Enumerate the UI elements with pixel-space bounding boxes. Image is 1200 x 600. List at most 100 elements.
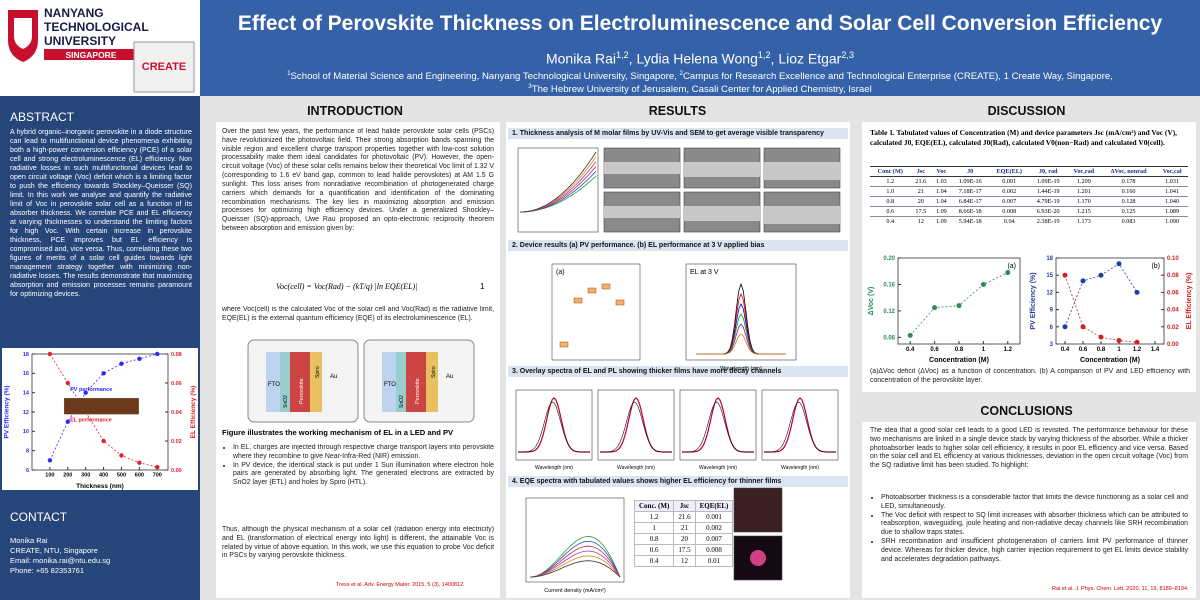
figure-curve — [529, 536, 621, 578]
y-tick-label: 0.08 — [171, 352, 182, 358]
cell: 20 — [673, 533, 696, 545]
sem-layer — [684, 162, 760, 177]
header-cell: Voc,rad — [1066, 166, 1101, 177]
panel-label: (a) — [1007, 263, 1016, 270]
author-sup: 1,2 — [757, 50, 771, 60]
x-tick-label: 200 — [63, 473, 72, 479]
x-tick-label: 1.2 — [1004, 347, 1013, 353]
section-title: 4. EQE spectra with tabulated values sho… — [508, 476, 848, 487]
layer-label: Au — [330, 374, 337, 380]
header-row: Conc. (M) Jsc EQE(EL) — [634, 500, 734, 512]
data-point — [119, 453, 124, 458]
plot-frame — [1055, 257, 1165, 345]
cell: 21.6 — [673, 511, 696, 523]
box-plot — [559, 341, 569, 348]
org-country: SINGAPORE — [65, 50, 116, 60]
cell: 0.001 — [694, 511, 734, 523]
y-tick-label: 6 — [1050, 325, 1054, 331]
logo-area: NANYANG TECHNOLOGICAL UNIVERSITY SINGAPO… — [0, 0, 200, 96]
cell: 1.090 — [1156, 216, 1188, 226]
cell: 1.201 — [1066, 186, 1101, 197]
data-point — [1080, 324, 1086, 330]
layer-label: Perovskite — [299, 378, 305, 404]
y-tick-label: 0.10 — [1167, 256, 1179, 262]
figure-box — [679, 389, 757, 461]
layer-label: Perovskite — [415, 378, 421, 404]
panel-label: EL at 3 V — [690, 269, 719, 276]
parameter-table: Conc (M) Jsc Voc J0 EQE(EL) J0, rad Voc,rad ΔVo… — [870, 166, 1188, 226]
figure-box — [761, 389, 839, 461]
data-point — [1116, 261, 1122, 267]
data-point — [65, 380, 70, 386]
sem-layer — [604, 206, 680, 218]
cell: 7.18E-17 — [951, 186, 989, 197]
header-cell: J0 — [951, 166, 989, 177]
cell: 1.040 — [1156, 196, 1188, 207]
layer — [310, 352, 322, 412]
figure-curve — [600, 401, 672, 453]
cell: 6.93E-20 — [1029, 206, 1067, 217]
author: Lydia Helena Wong — [636, 50, 758, 67]
figure-box — [685, 263, 797, 361]
cell: 1.09E-16 — [951, 176, 989, 187]
cell: 0.083 — [1100, 216, 1157, 226]
figure-box — [733, 535, 783, 581]
header-cell: Voc,cal — [1156, 166, 1188, 177]
conclusions-text: The idea that a good solar cell leads to… — [870, 427, 1188, 470]
cell: 8.66E-18 — [951, 206, 989, 217]
panel-label: (a) — [556, 269, 565, 276]
conclusions-panel: The idea that a good solar cell leads to… — [862, 422, 1196, 598]
data-point — [47, 458, 53, 463]
header-cell: Voc — [931, 166, 952, 177]
y-tick-label: 10 — [23, 429, 29, 435]
discussion-caption: (a)ΔVoc deficit (ΔVoc) as a function of … — [870, 368, 1190, 384]
x-tick-label: 600 — [135, 473, 144, 479]
conclusions-bullets: Photoabsorber thickness is a considerabl… — [870, 494, 1188, 565]
intro-p3: Thus, although the physical mechanism of… — [222, 526, 494, 560]
data-point — [907, 332, 913, 338]
cell: 0.008 — [694, 544, 734, 556]
mechanism-figure: FTO FTO SnO2 SnO2 Perovskite Perovskite … — [247, 339, 475, 423]
layer-label: Au — [446, 374, 453, 380]
cell: 12 — [673, 555, 696, 567]
y-tick-label: 9 — [1050, 308, 1054, 314]
cell: 0.125 — [1100, 206, 1157, 217]
series-line — [1064, 275, 1138, 343]
cell: 21 — [910, 186, 932, 197]
eqe-table: Conc. (M) Jsc EQE(EL) 1.2 21.6 0.001 1 21 0.002 0… — [634, 500, 734, 567]
y-tick-label: 8 — [26, 449, 29, 455]
figure-box — [525, 497, 625, 583]
y-tick-label: 0.16 — [883, 282, 895, 288]
y-tick-label: 0.00 — [171, 468, 182, 474]
box-plot — [601, 283, 611, 290]
cell: 1.209 — [1066, 176, 1101, 187]
cell: 0.007 — [694, 533, 734, 545]
plot-frame — [897, 257, 1021, 345]
equation-number: 1 — [480, 282, 485, 291]
cell: 0.002 — [988, 186, 1030, 197]
org-line: TECHNOLOGICAL — [44, 20, 149, 34]
element: In EL, charges are injected through resp… — [222, 444, 494, 488]
section-title: 1. Thickness analysis of M molar films b… — [508, 128, 848, 139]
row: 0.8 20 1.04 6.84E-17 0.007 4.79E-19 1.170 0.128… — [870, 196, 1188, 207]
reference: Rai et al. J. Phys. Chem. Lett. 2020, 11… — [1052, 586, 1189, 592]
contact-line: Monika Rai — [10, 536, 48, 545]
layer-label: FTO — [268, 382, 280, 388]
header-cell: Conc. (M) — [634, 500, 675, 512]
axis-label: Current density (mA/cm²) — [544, 588, 606, 594]
cell: 0.4 — [634, 555, 675, 567]
cell: 1.2 — [870, 176, 911, 187]
y-tick-label: 0.04 — [171, 410, 183, 416]
panel-label: (b) — [1151, 263, 1160, 270]
row: 1.0 21 1.04 7.18E-17 0.002 1.44E-19 1.201 0.160… — [870, 186, 1188, 197]
element: Photoabsorber thickness is a considerabl… — [870, 494, 1188, 565]
layer-label: Spiro — [315, 366, 321, 378]
data-point — [155, 464, 160, 470]
y-tick-label: 0.04 — [1167, 308, 1179, 314]
discussion-heading: DISCUSSION — [987, 104, 1066, 118]
data-point — [956, 303, 962, 309]
cell: 0.128 — [1100, 196, 1157, 207]
affiliation: The Hebrew University of Jerusalem, Casa… — [531, 84, 872, 96]
intro-heading: INTRODUCTION — [307, 104, 403, 118]
results-heading: RESULTS — [648, 104, 707, 118]
